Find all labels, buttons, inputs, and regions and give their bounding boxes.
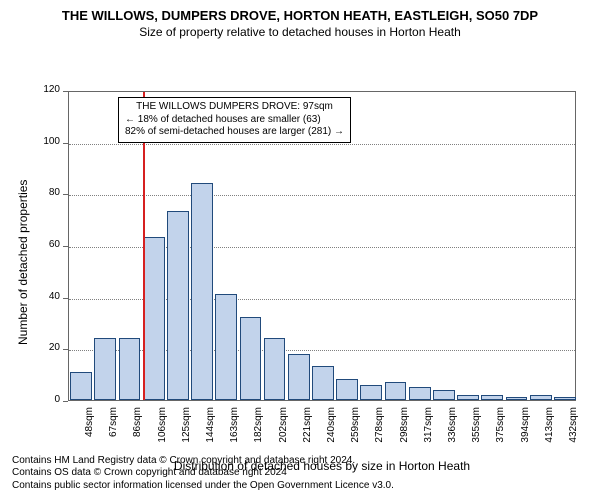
histogram-bar [167,211,189,400]
ytick-label: 20 [30,342,60,353]
histogram-bar [119,338,141,400]
ytick-label: 60 [30,239,60,250]
ytick-label: 0 [30,394,60,405]
ytick-label: 80 [30,187,60,198]
histogram-bar [215,294,237,400]
histogram-bar [433,390,455,400]
xtick-label: 144sqm [205,407,216,453]
chart-title-main: THE WILLOWS, DUMPERS DROVE, HORTON HEATH… [12,8,588,23]
ytick-mark [63,194,68,195]
callout-line1: THE WILLOWS DUMPERS DROVE: 97sqm [125,101,344,114]
y-axis-label: Number of detached properties [16,180,30,345]
histogram-bar [481,395,503,400]
histogram-bar [409,387,431,400]
footer-line3: Contains public sector information licen… [12,480,394,493]
callout-line3: 82% of semi-detached houses are larger (… [125,126,344,139]
histogram-bar [143,237,165,400]
xtick-label: 317sqm [423,407,434,453]
histogram-bar [94,338,116,400]
ytick-label: 120 [30,84,60,95]
xtick-label: 163sqm [229,407,240,453]
ytick-mark [63,298,68,299]
histogram-bar [312,366,334,400]
histogram-bar [264,338,286,400]
ytick-mark [63,143,68,144]
ytick-mark [63,349,68,350]
histogram-bar [530,395,552,400]
xtick-label: 202sqm [278,407,289,453]
histogram-bar [70,372,92,400]
xtick-label: 432sqm [568,407,579,453]
footer-attribution: Contains HM Land Registry data © Crown c… [12,455,394,493]
histogram-bar [240,317,262,400]
histogram-bar [360,385,382,401]
histogram-bar [554,397,576,400]
xtick-label: 394sqm [520,407,531,453]
xtick-label: 86sqm [132,407,143,453]
xtick-label: 259sqm [350,407,361,453]
histogram-bar [457,395,479,400]
xtick-label: 336sqm [447,407,458,453]
xtick-label: 221sqm [302,407,313,453]
callout-line2: ← 18% of detached houses are smaller (63… [125,114,344,127]
footer-line1: Contains HM Land Registry data © Crown c… [12,455,394,468]
xtick-label: 240sqm [326,407,337,453]
histogram-bar [288,354,310,401]
histogram-bar [191,183,213,400]
callout-box: THE WILLOWS DUMPERS DROVE: 97sqm ← 18% o… [118,97,351,143]
xtick-label: 413sqm [544,407,555,453]
xtick-label: 355sqm [471,407,482,453]
ytick-mark [63,246,68,247]
histogram-bar [336,379,358,400]
xtick-label: 48sqm [84,407,95,453]
xtick-label: 182sqm [253,407,264,453]
xtick-label: 125sqm [181,407,192,453]
xtick-label: 67sqm [108,407,119,453]
histogram-bar [506,397,528,400]
ytick-mark [63,91,68,92]
xtick-label: 298sqm [399,407,410,453]
chart-area: Number of detached properties 0 20 40 60 80 1… [12,45,588,455]
histogram-bar [385,382,407,400]
chart-title-sub: Size of property relative to detached ho… [12,25,588,39]
ytick-mark [63,401,68,402]
ytick-label: 100 [30,136,60,147]
xtick-label: 278sqm [374,407,385,453]
footer-line2: Contains OS data © Crown copyright and d… [12,467,394,480]
ytick-label: 40 [30,291,60,302]
xtick-label: 375sqm [495,407,506,453]
xtick-label: 106sqm [157,407,168,453]
